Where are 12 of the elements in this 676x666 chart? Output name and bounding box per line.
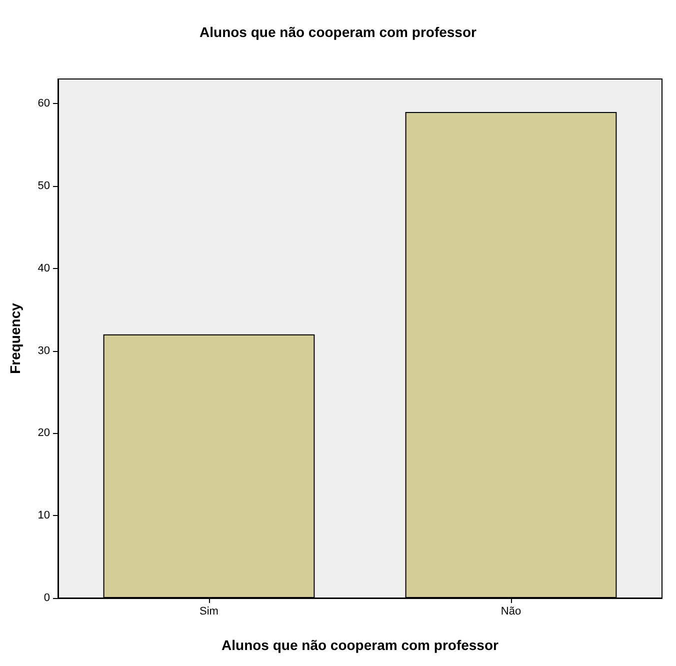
y-tick-label: 20 <box>38 427 50 440</box>
y-tick-label: 10 <box>38 510 50 522</box>
x-tick-label: Sim <box>200 606 218 618</box>
chart-title: Alunos que não cooperam com professor <box>200 24 478 40</box>
y-tick-label: 30 <box>38 344 50 357</box>
y-tick-label: 60 <box>38 98 50 110</box>
x-tick-label: Não <box>500 606 522 618</box>
x-axis-title: Alunos que não cooperam com professor <box>222 637 500 653</box>
y-tick-label: 40 <box>38 262 50 274</box>
y-tick-label: 50 <box>38 180 50 192</box>
y-axis-title: Frequency <box>7 302 23 374</box>
y-tick-label: 0 <box>44 592 50 604</box>
